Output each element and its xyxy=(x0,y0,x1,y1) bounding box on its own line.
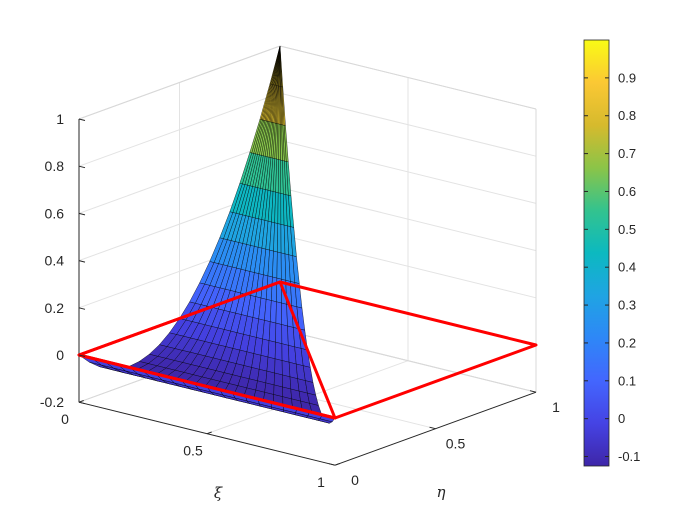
surface-patch xyxy=(272,250,278,279)
colorbar-tick-label: 0.4 xyxy=(618,260,636,275)
grid-line xyxy=(78,281,537,356)
z-tick-mark xyxy=(78,260,86,263)
triangle-outline xyxy=(77,280,337,420)
colorbar-tick-label: 0.3 xyxy=(618,298,636,313)
z-tick-label: 1 xyxy=(56,111,64,127)
surface-patch xyxy=(258,354,269,372)
surface-patch xyxy=(265,370,275,386)
z-tick-mark xyxy=(78,307,86,310)
surface-patch xyxy=(274,358,283,376)
colorbar-tick-label: 0.6 xyxy=(618,184,636,199)
z-tick-label: 0.8 xyxy=(45,158,65,174)
box-edge xyxy=(78,45,281,120)
colorbar-tick-label: 0.7 xyxy=(618,146,636,161)
x-tick-mark xyxy=(206,431,212,435)
z-tick-mark xyxy=(78,212,86,216)
surface-patch xyxy=(275,301,282,325)
colorbar-tick-label: 0.1 xyxy=(618,373,636,388)
colorbar-tick-label: -0.1 xyxy=(618,449,640,464)
z-tick-mark xyxy=(78,165,86,169)
z-tick-label: 0.2 xyxy=(45,300,65,316)
grid-line xyxy=(78,234,537,309)
surface-patch xyxy=(273,372,283,388)
x-tick-label: 0 xyxy=(61,411,69,427)
box-edge xyxy=(279,45,537,110)
surface-patch xyxy=(260,338,270,358)
surface-patch xyxy=(257,368,268,384)
surface-patch xyxy=(282,374,292,390)
colorbar-tick-label: 0 xyxy=(618,411,625,426)
colorbar-tick-label: 0.9 xyxy=(618,70,636,85)
surface-patch xyxy=(281,343,290,363)
z-tick-mark xyxy=(78,118,86,121)
surface-patch xyxy=(274,341,283,361)
surface-patch xyxy=(281,324,289,346)
grid-line xyxy=(78,92,537,167)
colorbar-ticks: -0.1 0 0.1 0.2 0.3 0.4 0.5 0.6 0.7 0.8 0.9 xyxy=(584,70,640,464)
grid-line xyxy=(78,139,537,214)
surface-patch xyxy=(268,321,277,343)
z-tick-label: 0 xyxy=(56,347,64,363)
colorbar: -0.1 0 0.1 0.2 0.3 0.4 0.5 0.6 0.7 0.8 0.9 xyxy=(583,39,640,467)
surface-patch xyxy=(267,340,276,360)
x-tick-label: 0.5 xyxy=(183,443,203,459)
x-tick-label: 1 xyxy=(317,474,325,490)
surface-patch xyxy=(281,360,291,378)
colorbar-tick-label: 0.8 xyxy=(618,108,636,123)
y-tick-mark xyxy=(328,463,336,466)
y-tick-label: 1 xyxy=(552,399,560,415)
z-tick-label: 0.6 xyxy=(45,205,65,221)
z-tick-mark xyxy=(78,401,86,405)
surface-mesh xyxy=(78,45,336,424)
y-tick-mark xyxy=(529,390,537,393)
colorbar-tick-label: 0.2 xyxy=(618,335,636,350)
red-outlines xyxy=(77,280,538,420)
box-edge xyxy=(279,328,537,393)
y-axis-label: η xyxy=(437,483,446,501)
surface-patch xyxy=(271,276,278,303)
surface-patch xyxy=(277,192,282,225)
x-axis-label: ξ xyxy=(214,484,223,502)
surface-patch xyxy=(277,223,282,254)
grid-line xyxy=(78,45,537,120)
colorbar-gradient xyxy=(583,39,610,467)
x-tick-mark xyxy=(78,400,84,403)
y-tick-label: 0 xyxy=(351,472,359,488)
y-tick-mark xyxy=(429,426,436,430)
surface-patch xyxy=(276,251,282,280)
y-tick-label: 0.5 xyxy=(446,436,466,452)
grid-line xyxy=(78,187,537,262)
surface-patch xyxy=(266,356,276,374)
z-tick-mark xyxy=(78,354,86,357)
z-tick-label: 0.4 xyxy=(45,253,65,269)
x-tick-mark xyxy=(334,463,340,466)
z-tick-label: -0.2 xyxy=(40,394,64,410)
colorbar-tick-label: 0.5 xyxy=(618,222,636,237)
surface-patch xyxy=(269,300,277,324)
surface-patch xyxy=(275,322,283,345)
